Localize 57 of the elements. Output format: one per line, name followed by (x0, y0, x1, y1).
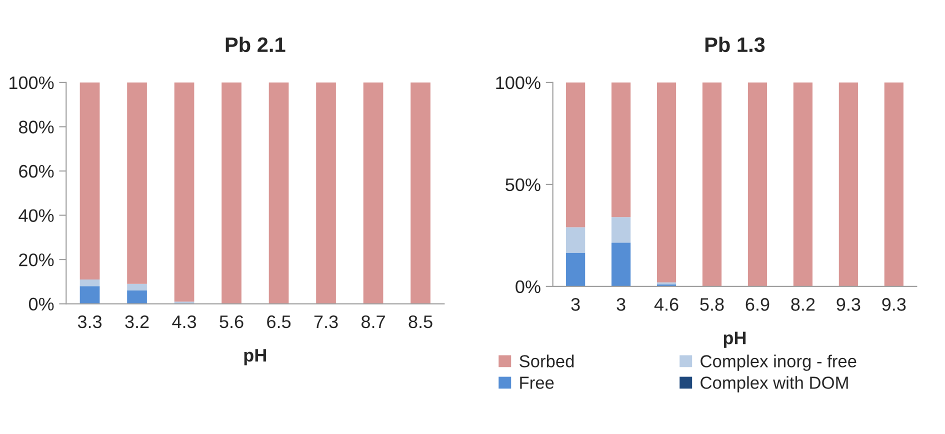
bar (127, 82, 147, 284)
bar (656, 82, 676, 282)
x-axis-title: pH (724, 332, 746, 348)
x-tick-label: 3 (616, 298, 626, 311)
bar (566, 252, 586, 286)
x-tick-label: 7.3 (314, 315, 338, 328)
bar (410, 82, 430, 304)
legend-label: Complex inorg - free (700, 354, 856, 371)
x-tick-label: 5.8 (700, 298, 724, 311)
x-tick-label: 3 (571, 298, 580, 311)
y-tick-label: 80% (18, 120, 54, 134)
bar (748, 82, 768, 286)
bar (222, 82, 242, 304)
bar (363, 82, 384, 304)
x-tick-label: 9.3 (836, 298, 860, 311)
bar (127, 290, 147, 304)
bar (268, 82, 289, 304)
bar (80, 279, 100, 286)
bar (566, 227, 586, 253)
legend-label: Complex with DOM (700, 376, 848, 392)
bar (127, 284, 147, 291)
x-axis-title: pH (244, 349, 266, 366)
x-tick-label: 8.2 (791, 298, 815, 311)
y-tick-label: 100% (496, 76, 540, 90)
y-tick-label: 20% (19, 253, 54, 266)
y-tick-label: 0% (28, 298, 54, 311)
y-tick-label: 40% (18, 209, 54, 222)
bar (702, 82, 722, 286)
y-tick-label: 60% (19, 164, 54, 178)
legend-label: Free (520, 376, 554, 389)
bar (80, 82, 100, 280)
bar (611, 217, 631, 243)
x-tick-label: 4.3 (172, 315, 196, 328)
bar (838, 82, 858, 286)
bar (174, 82, 194, 302)
legend-label: Sorbed (520, 354, 574, 368)
x-tick-label: 3.2 (125, 315, 149, 328)
x-tick-label: 6.5 (267, 315, 291, 328)
bar (611, 82, 631, 218)
x-tick-label: 8.7 (362, 315, 385, 328)
y-tick-label: 50% (506, 178, 540, 192)
y-tick-label: 0% (516, 280, 540, 294)
bar (884, 82, 904, 286)
bar (566, 82, 586, 228)
chart-title: Pb 1.3 (705, 36, 765, 52)
bar (80, 286, 100, 304)
bar (611, 242, 631, 286)
chart-title: Pb 2.1 (226, 36, 286, 52)
x-tick-label: 3.3 (78, 315, 102, 328)
x-tick-label: 4.6 (654, 298, 678, 311)
x-tick-label: 8.5 (408, 315, 432, 328)
x-tick-label: 6.9 (746, 298, 770, 311)
bar (793, 82, 813, 286)
bar (316, 82, 336, 304)
y-tick-label: 100% (10, 76, 54, 90)
x-tick-label: 9.3 (882, 298, 906, 311)
x-tick-label: 5.6 (220, 315, 244, 328)
